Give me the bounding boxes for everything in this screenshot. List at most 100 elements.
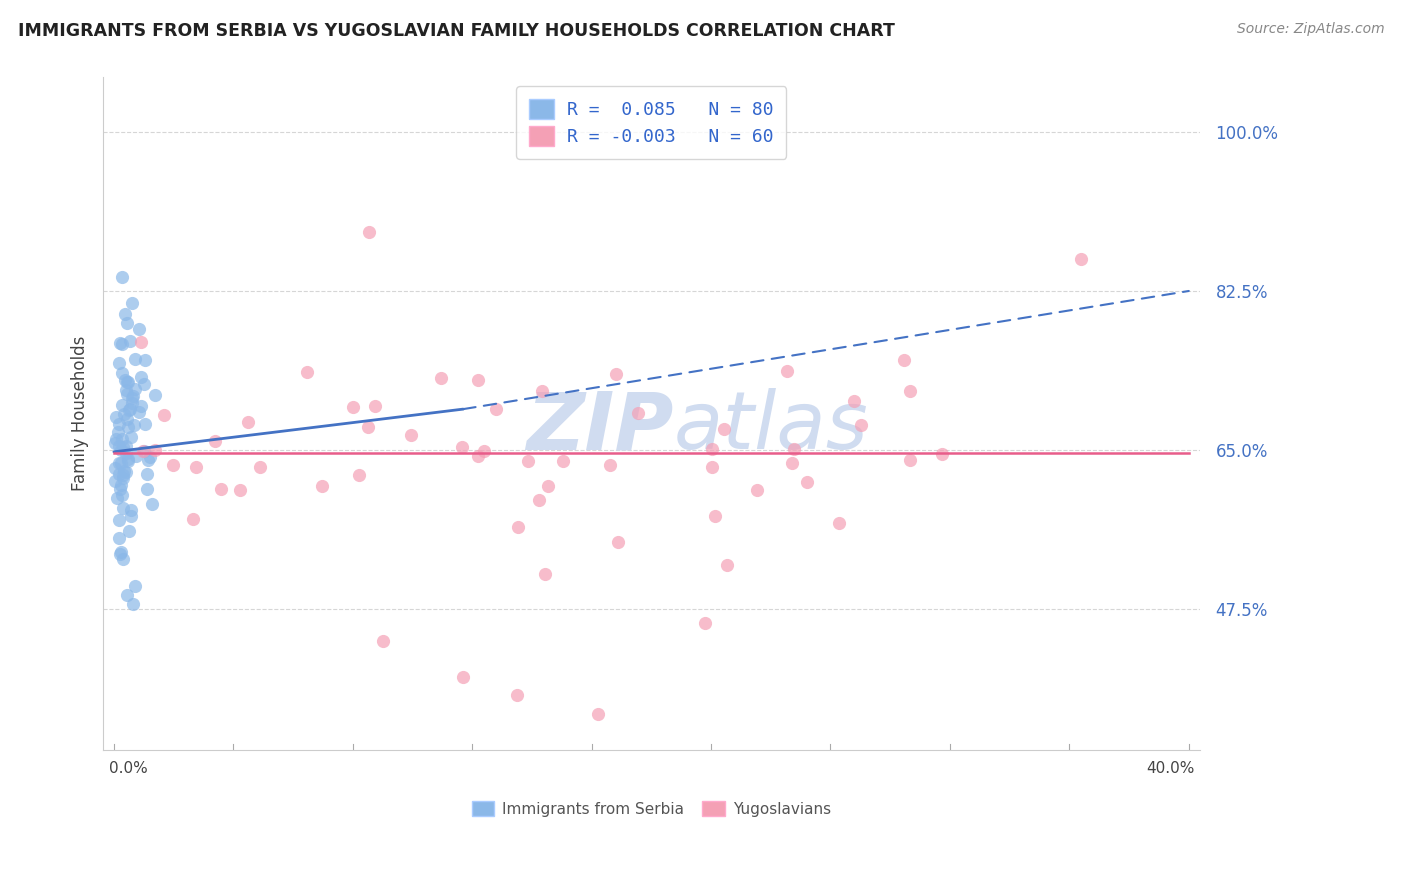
Point <box>111 441 134 455</box>
Point <box>124 579 146 593</box>
Point <box>627 406 650 420</box>
Point <box>108 417 131 431</box>
Point <box>429 371 451 385</box>
Point <box>782 456 804 470</box>
Point <box>117 376 139 390</box>
Point <box>110 547 132 561</box>
Point <box>533 566 555 581</box>
Text: Source: ZipAtlas.com: Source: ZipAtlas.com <box>1237 22 1385 37</box>
Text: atlas: atlas <box>673 388 868 467</box>
Point <box>114 372 136 386</box>
Y-axis label: Family Households: Family Households <box>72 336 89 491</box>
Point <box>110 456 132 470</box>
Point <box>181 512 204 526</box>
Point <box>111 487 134 501</box>
Point <box>117 454 139 468</box>
Point <box>143 388 166 402</box>
Point <box>132 377 155 392</box>
Point <box>129 400 152 414</box>
Point <box>124 352 146 367</box>
Point <box>311 479 333 493</box>
Point <box>111 471 134 485</box>
Point <box>184 460 207 475</box>
Point <box>110 442 132 457</box>
Point <box>209 482 232 496</box>
Point <box>342 400 364 414</box>
Point <box>472 444 495 458</box>
Point <box>112 407 135 421</box>
Point <box>467 373 489 387</box>
Point <box>115 465 138 479</box>
Point <box>112 467 135 482</box>
Point <box>139 450 162 464</box>
Point <box>359 225 381 239</box>
Point <box>118 402 141 417</box>
Point <box>115 383 138 397</box>
Point <box>135 467 157 482</box>
Text: ZIP: ZIP <box>526 388 673 467</box>
Point <box>117 387 139 401</box>
Point <box>111 270 134 285</box>
Point <box>108 336 131 351</box>
Point <box>238 416 260 430</box>
Point <box>107 425 129 439</box>
Point <box>105 491 128 505</box>
Point <box>117 452 139 467</box>
Point <box>104 436 127 450</box>
Point <box>129 334 152 349</box>
Point <box>110 545 132 559</box>
Point <box>117 316 139 330</box>
Point <box>125 449 148 463</box>
Point <box>141 497 163 511</box>
Point <box>347 467 370 482</box>
Point <box>111 500 134 515</box>
Point <box>108 467 131 482</box>
Point <box>111 336 134 351</box>
Point <box>796 475 818 490</box>
Point <box>451 440 474 454</box>
Point <box>467 449 489 463</box>
Point <box>105 410 128 425</box>
Point <box>115 411 138 425</box>
Point <box>132 444 155 458</box>
Point <box>115 376 138 390</box>
Point <box>129 370 152 384</box>
Point <box>128 405 150 419</box>
Point <box>111 397 134 411</box>
Point <box>1070 252 1092 267</box>
Point <box>249 459 271 474</box>
Point <box>898 384 921 398</box>
Point <box>713 422 735 436</box>
Point <box>517 454 540 468</box>
Point <box>121 295 143 310</box>
Point <box>117 588 139 602</box>
Point <box>716 558 738 572</box>
Point <box>118 334 141 348</box>
Point <box>704 509 727 524</box>
Text: IMMIGRANTS FROM SERBIA VS YUGOSLAVIAN FAMILY HOUSEHOLDS CORRELATION CHART: IMMIGRANTS FROM SERBIA VS YUGOSLAVIAN FA… <box>18 22 896 40</box>
Point <box>121 391 143 405</box>
Point <box>152 408 174 422</box>
Point <box>121 598 143 612</box>
Point <box>364 399 387 413</box>
Point <box>551 454 574 468</box>
Point <box>108 482 131 496</box>
Point <box>530 384 553 398</box>
Point <box>900 452 922 467</box>
Point <box>702 460 724 475</box>
Point <box>842 393 865 408</box>
Point <box>828 516 851 530</box>
Point <box>204 434 226 449</box>
Point <box>295 365 318 379</box>
Point <box>849 417 872 432</box>
Point <box>229 483 252 498</box>
Point <box>134 353 156 368</box>
Point <box>506 689 529 703</box>
Point <box>485 402 508 417</box>
Point <box>120 503 142 517</box>
Point <box>111 432 134 446</box>
Legend: Immigrants from Serbia, Yugoslavians: Immigrants from Serbia, Yugoslavians <box>465 795 837 822</box>
Point <box>121 396 143 410</box>
Point <box>104 474 127 488</box>
Point <box>451 670 474 684</box>
